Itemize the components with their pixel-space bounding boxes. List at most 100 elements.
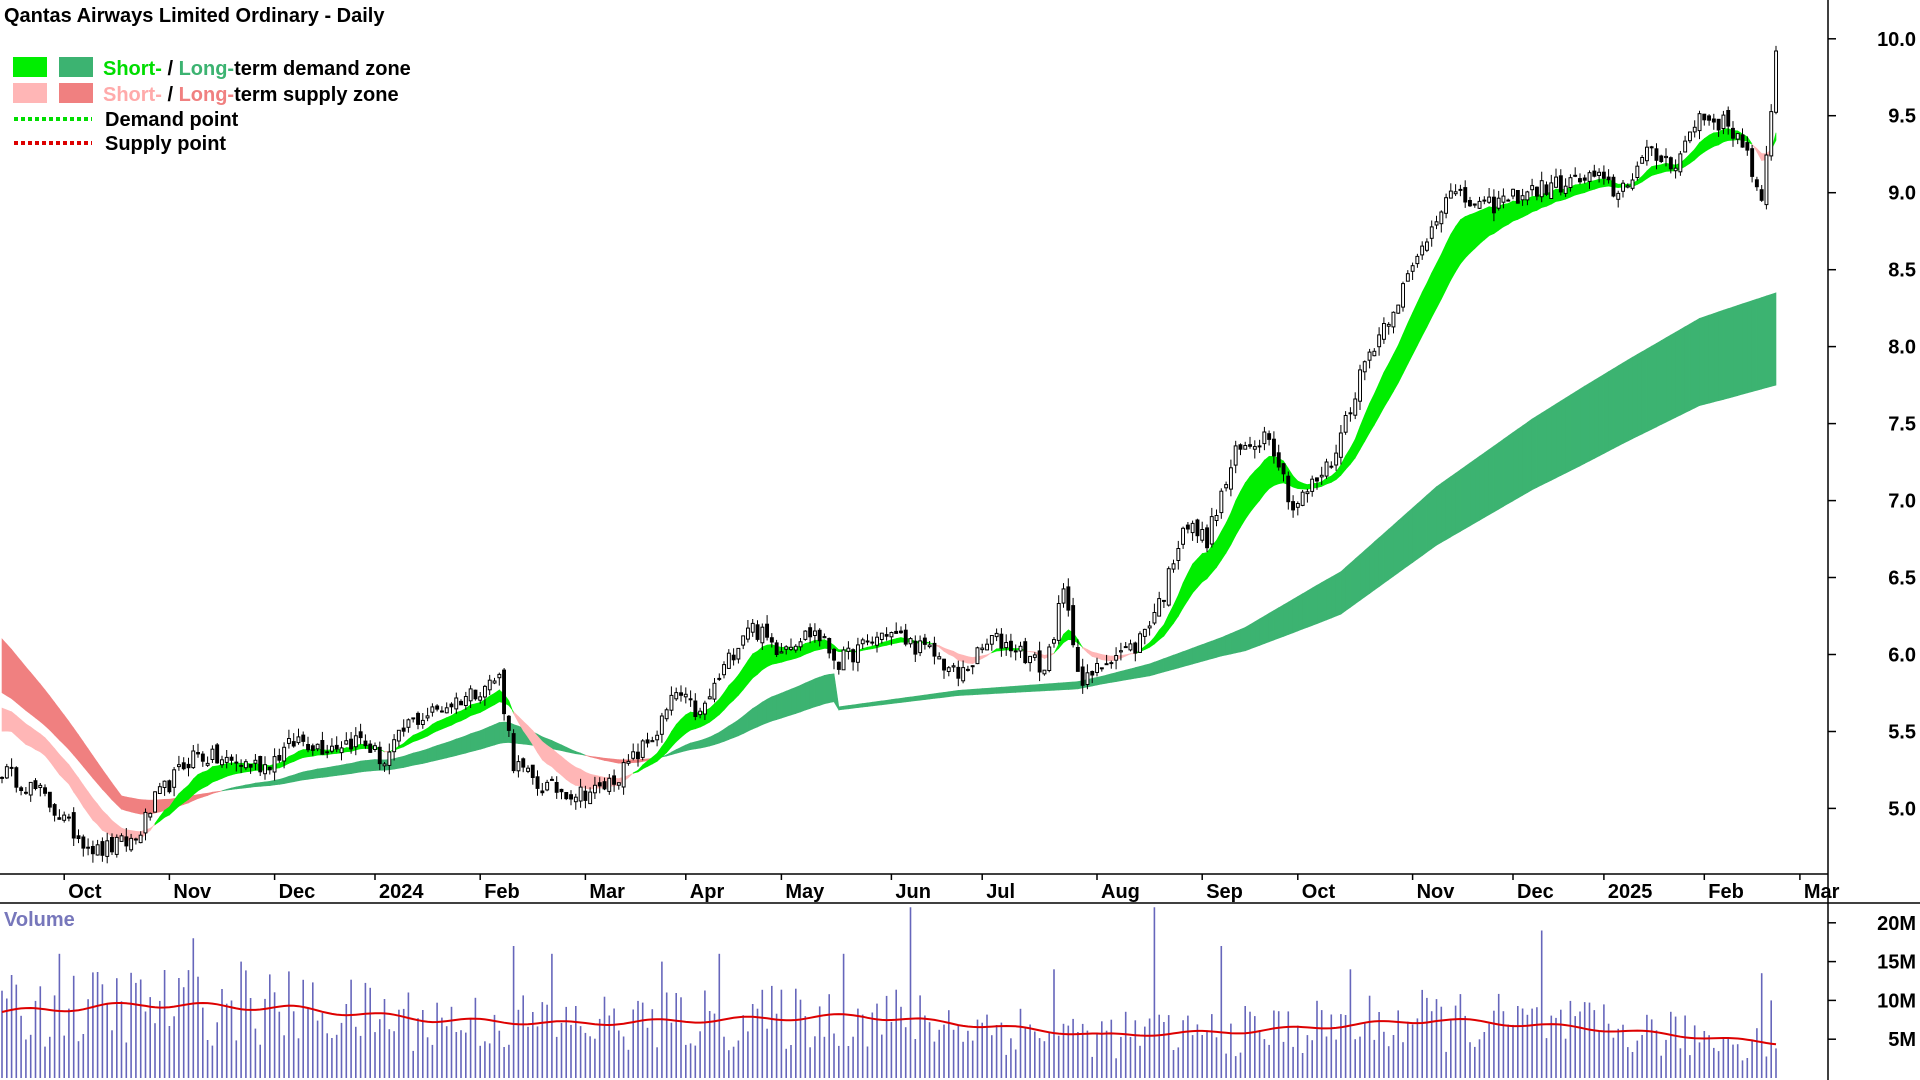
candle-body (1640, 157, 1645, 164)
candle-body (626, 760, 631, 764)
candle (832, 647, 836, 670)
candle-body (9, 766, 14, 769)
candle-body (1654, 148, 1659, 161)
volume-tick-label: 5M (1888, 1029, 1916, 1051)
candle-body (1224, 484, 1229, 489)
long-zone-segment (6, 643, 12, 700)
short-zone-segment (20, 719, 27, 746)
long-zone-segment (1579, 385, 1585, 467)
long-zone-segment (436, 743, 443, 761)
candle-body (454, 697, 459, 710)
candle (1434, 215, 1439, 230)
long-zone-segment (934, 692, 940, 699)
candle (315, 743, 320, 752)
candle (870, 636, 875, 646)
short-zone-segment (580, 768, 586, 790)
long-zone-segment (1221, 635, 1227, 657)
long-zone-segment (1742, 301, 1748, 395)
candle (726, 649, 731, 669)
long-zone-segment (886, 699, 892, 705)
candle (71, 807, 76, 846)
long-zone-segment (245, 783, 251, 789)
candle (884, 627, 889, 641)
long-zone-segment (1130, 667, 1136, 680)
candle-body (645, 739, 650, 744)
short-zone-segment (446, 715, 452, 728)
short-zone-segment (6, 709, 12, 732)
candle-body (210, 748, 215, 761)
candle (1597, 168, 1601, 183)
candle (1649, 145, 1654, 156)
candle (1774, 45, 1778, 115)
candle (942, 658, 946, 679)
long-zone-segment (255, 782, 261, 788)
long-zone-segment (1517, 425, 1523, 499)
long-zone-segment (747, 707, 753, 732)
long-zone-segment (972, 688, 978, 696)
long-zone-segment (1670, 331, 1676, 421)
long-zone-segment (331, 765, 337, 777)
short-zone-segment (212, 765, 218, 783)
candle-body (1396, 304, 1401, 314)
candle-body (1386, 323, 1391, 327)
candle-body (899, 630, 903, 634)
long-zone-segment (848, 704, 854, 710)
candle-body (1037, 650, 1042, 673)
candle-body (1735, 133, 1740, 140)
candle-body (808, 627, 813, 638)
candle (1539, 171, 1544, 203)
candle (1004, 634, 1009, 656)
candle-body (1582, 177, 1587, 181)
long-zone-segment (159, 798, 165, 813)
short-zone-segment (1244, 475, 1251, 521)
long-zone-segment (1292, 595, 1299, 634)
long-zone-segment (895, 697, 902, 704)
long-zone-segment (427, 746, 433, 763)
candle-body (559, 788, 564, 793)
long-zone-segment (432, 745, 438, 762)
volume-pane (1, 907, 1777, 1078)
long-zone-segment (1608, 368, 1614, 452)
long-zone-segment (1354, 554, 1361, 605)
long-zone-segment (1622, 359, 1629, 444)
candle (1587, 170, 1592, 189)
short-zone-segment (1201, 552, 1208, 583)
long-zone-segment (494, 722, 500, 746)
candle-body (1362, 361, 1367, 373)
long-zone-segment (1244, 624, 1251, 652)
candle-body (966, 668, 970, 671)
long-zone-segment (307, 769, 314, 780)
long-zone-segment (824, 674, 830, 705)
candle-body (473, 689, 478, 700)
candle-body (922, 637, 927, 645)
short-zone-segment (1091, 651, 1098, 659)
candle (1420, 241, 1425, 260)
candle-body (1099, 667, 1104, 670)
candle (688, 690, 693, 707)
candle-body (813, 630, 817, 636)
candle-body (296, 736, 301, 744)
candle (970, 665, 975, 675)
long-zone-segment (1053, 682, 1059, 691)
long-zone-segment (1010, 685, 1016, 693)
candle-body (1774, 50, 1778, 113)
long-zone-segment (1426, 490, 1432, 553)
price-tick-label: 5.5 (1888, 722, 1916, 744)
short-zone-segment (585, 771, 591, 790)
long-zone-segment (642, 758, 648, 762)
candle (1171, 559, 1176, 573)
long-zone-segment (1321, 579, 1327, 623)
long-zone-segment (1699, 316, 1705, 406)
short-zone-segment (1254, 465, 1260, 508)
candle (282, 742, 287, 769)
candle (1262, 426, 1267, 451)
candle (1401, 281, 1405, 312)
candle (368, 740, 373, 753)
candle (277, 748, 282, 763)
candle-body (172, 769, 177, 788)
candle (717, 673, 722, 681)
long-zone-segment (489, 724, 495, 747)
candle-body (1401, 283, 1405, 308)
candle (502, 668, 507, 721)
long-zone-segment (1383, 528, 1389, 584)
